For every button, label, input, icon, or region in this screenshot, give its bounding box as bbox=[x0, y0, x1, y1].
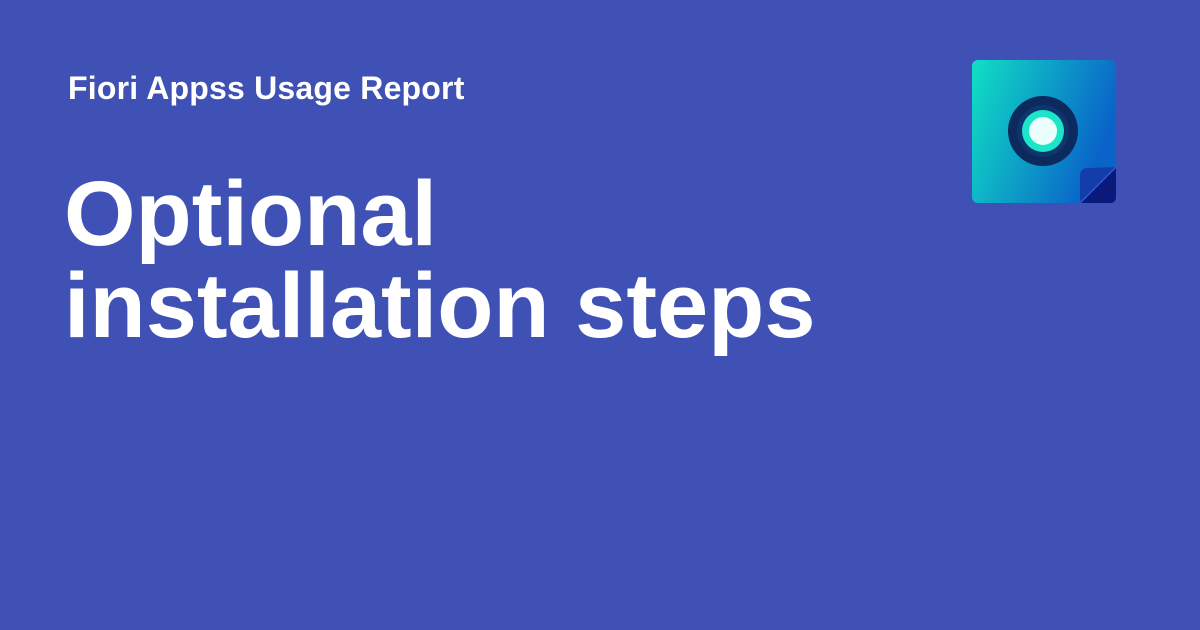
page-title: Optional installation steps bbox=[64, 168, 924, 352]
app-logo-icon bbox=[972, 60, 1116, 203]
page-title-line-2: installation steps bbox=[64, 255, 816, 357]
site-name: Fiori Appss Usage Report bbox=[68, 70, 465, 106]
page-title-line-1: Optional bbox=[64, 163, 438, 265]
